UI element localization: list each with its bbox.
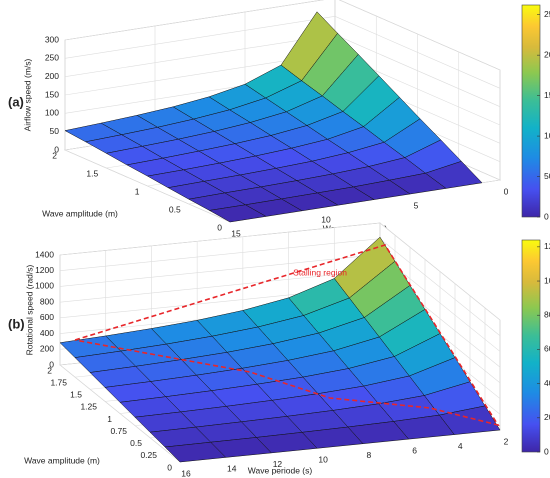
- colorbar-tick-label: 200: [544, 412, 550, 422]
- y-tick-label: 2: [52, 150, 57, 160]
- x-tick-label: 16: [181, 468, 191, 478]
- y-tick-label: 0.5: [169, 204, 181, 214]
- z-tick-label: 250: [45, 53, 59, 63]
- x-tick-label: 10: [318, 455, 328, 465]
- z-tick-label: 600: [40, 312, 54, 322]
- x-axis-title: Wave periode (s): [248, 465, 313, 475]
- z-tick-label: 100: [45, 108, 59, 118]
- x-tick-label: 6: [412, 445, 417, 455]
- z-tick-label: 150: [45, 89, 59, 99]
- colorbar-tick-label: 600: [544, 344, 550, 354]
- y-tick-label: 1: [135, 186, 140, 196]
- x-tick-label: 8: [366, 450, 371, 460]
- colorbar-tick-label: 0: [544, 446, 549, 456]
- y-tick-label: 0.75: [110, 426, 127, 436]
- x-tick-label: 5: [414, 200, 419, 210]
- z-tick-label: 1000: [35, 281, 54, 291]
- z-axis-title: Airflow speed (m/s): [22, 58, 32, 131]
- colorbar-tick-label: 200: [544, 49, 550, 59]
- x-tick-label: 4: [458, 441, 463, 451]
- colorbar-tick-label: 250: [544, 9, 550, 19]
- y-tick-label: 2: [47, 365, 52, 375]
- stall-outline: [74, 244, 500, 427]
- z-tick-label: 300: [45, 34, 59, 44]
- x-tick-label: 0: [504, 186, 509, 196]
- x-tick-label: 2: [504, 436, 509, 446]
- x-tick-label: 14: [227, 464, 237, 474]
- z-tick-label: 50: [50, 126, 60, 136]
- annotation: Stalling region: [293, 267, 347, 277]
- y-tick-label: 1.25: [80, 402, 97, 412]
- z-tick-label: 1200: [35, 265, 54, 275]
- x-tick-label: 10: [321, 214, 331, 224]
- colorbar-tick-label: 1000: [544, 275, 550, 285]
- surface-cell: [164, 441, 227, 463]
- y-tick-label: 0.5: [130, 438, 142, 448]
- colorbar: [521, 239, 541, 453]
- y-tick-label: 0: [217, 222, 222, 232]
- panel-label: (b): [8, 316, 25, 331]
- y-tick-label: 1.75: [50, 377, 67, 387]
- surface-cell: [208, 204, 267, 223]
- colorbar: [521, 4, 541, 218]
- y-axis-title: Wave amplitude (m): [24, 455, 100, 465]
- y-tick-label: 1.5: [70, 390, 82, 400]
- y-axis-title: Wave amplitude (m): [42, 208, 118, 218]
- colorbar-tick-label: 1200: [544, 241, 550, 251]
- colorbar-tick-label: 50: [544, 171, 550, 181]
- z-tick-label: 200: [45, 71, 59, 81]
- z-tick-label: 800: [40, 296, 54, 306]
- z-axis-title: Rotational speed (rad/s): [24, 264, 34, 355]
- colorbar-tick-label: 150: [544, 90, 550, 100]
- z-tick-label: 0: [54, 144, 59, 154]
- colorbar-tick-label: 0: [544, 211, 549, 221]
- z-tick-label: 400: [40, 328, 54, 338]
- y-tick-label: 1: [107, 414, 112, 424]
- colorbar-tick-label: 100: [544, 130, 550, 140]
- colorbar-tick-label: 800: [544, 309, 550, 319]
- z-tick-label: 1400: [35, 249, 54, 259]
- z-tick-label: 0: [49, 359, 54, 369]
- panel-label: (a): [8, 94, 24, 109]
- x-tick-label: 12: [273, 459, 283, 469]
- x-tick-label: 15: [231, 228, 241, 238]
- z-tick-label: 200: [40, 344, 54, 354]
- y-tick-label: 1.5: [86, 168, 98, 178]
- y-tick-label: 0.25: [140, 450, 157, 460]
- y-tick-label: 0: [167, 462, 172, 472]
- colorbar-tick-label: 400: [544, 378, 550, 388]
